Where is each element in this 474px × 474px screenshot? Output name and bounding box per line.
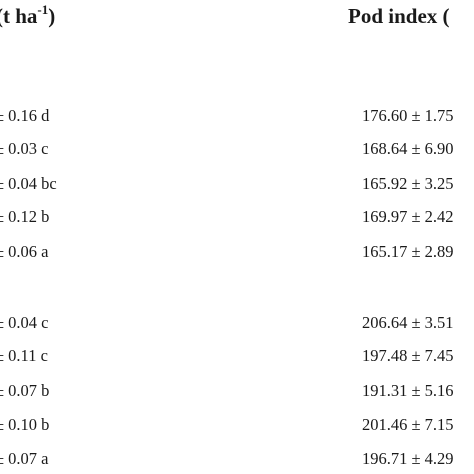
table-row: ± 0.16 d 176.60 ± 1.75 [0, 106, 474, 126]
yield-cell: ± 0.11 c [0, 346, 48, 365]
yield-cell: ± 0.12 b [0, 207, 50, 226]
header-yield-superscript: -1 [37, 2, 49, 17]
pod-index-cell: 169.97 ± 2.42 [362, 207, 454, 226]
table-row: ± 0.04 bc 165.92 ± 3.25 [0, 174, 474, 194]
column-header-yield: (t ha-1) [0, 3, 55, 29]
pod-index-cell: 191.31 ± 5.16 [362, 381, 454, 400]
pod-index-cell: 201.46 ± 7.15 [362, 415, 454, 434]
table-row: ± 0.04 c 206.64 ± 3.51 [0, 313, 474, 333]
table-row: ± 0.12 b 169.97 ± 2.42 [0, 207, 474, 227]
pod-index-cell: 165.92 ± 3.25 [362, 174, 454, 193]
yield-cell: ± 0.07 b [0, 381, 50, 400]
table-row: ± 0.07 b 191.31 ± 5.16 [0, 381, 474, 401]
header-yield-suffix: ) [48, 4, 56, 28]
yield-cell: ± 0.03 c [0, 139, 49, 158]
pod-index-cell: 196.71 ± 4.29 [362, 449, 454, 468]
table-row: ± 0.06 a 165.17 ± 2.89 [0, 242, 474, 262]
table-row: ± 0.07 a 196.71 ± 4.29 [0, 449, 474, 469]
pod-index-cell: 168.64 ± 6.90 [362, 139, 454, 158]
yield-cell: ± 0.07 a [0, 449, 49, 468]
yield-cell: ± 0.04 bc [0, 174, 57, 193]
yield-cell: ± 0.16 d [0, 106, 50, 125]
yield-cell: ± 0.06 a [0, 242, 49, 261]
table-row: ± 0.10 b 201.46 ± 7.15 [0, 415, 474, 435]
pod-index-cell: 165.17 ± 2.89 [362, 242, 454, 261]
pod-index-cell: 206.64 ± 3.51 [362, 313, 454, 332]
table-row: ± 0.03 c 168.64 ± 6.90 [0, 139, 474, 159]
header-yield-prefix: (t ha [0, 4, 38, 28]
yield-cell: ± 0.04 c [0, 313, 49, 332]
yield-cell: ± 0.10 b [0, 415, 50, 434]
pod-index-cell: 197.48 ± 7.45 [362, 346, 454, 365]
column-header-pod-index: Pod index ( [348, 4, 450, 28]
pod-index-cell: 176.60 ± 1.75 [362, 106, 454, 125]
table-row: ± 0.11 c 197.48 ± 7.45 [0, 346, 474, 366]
